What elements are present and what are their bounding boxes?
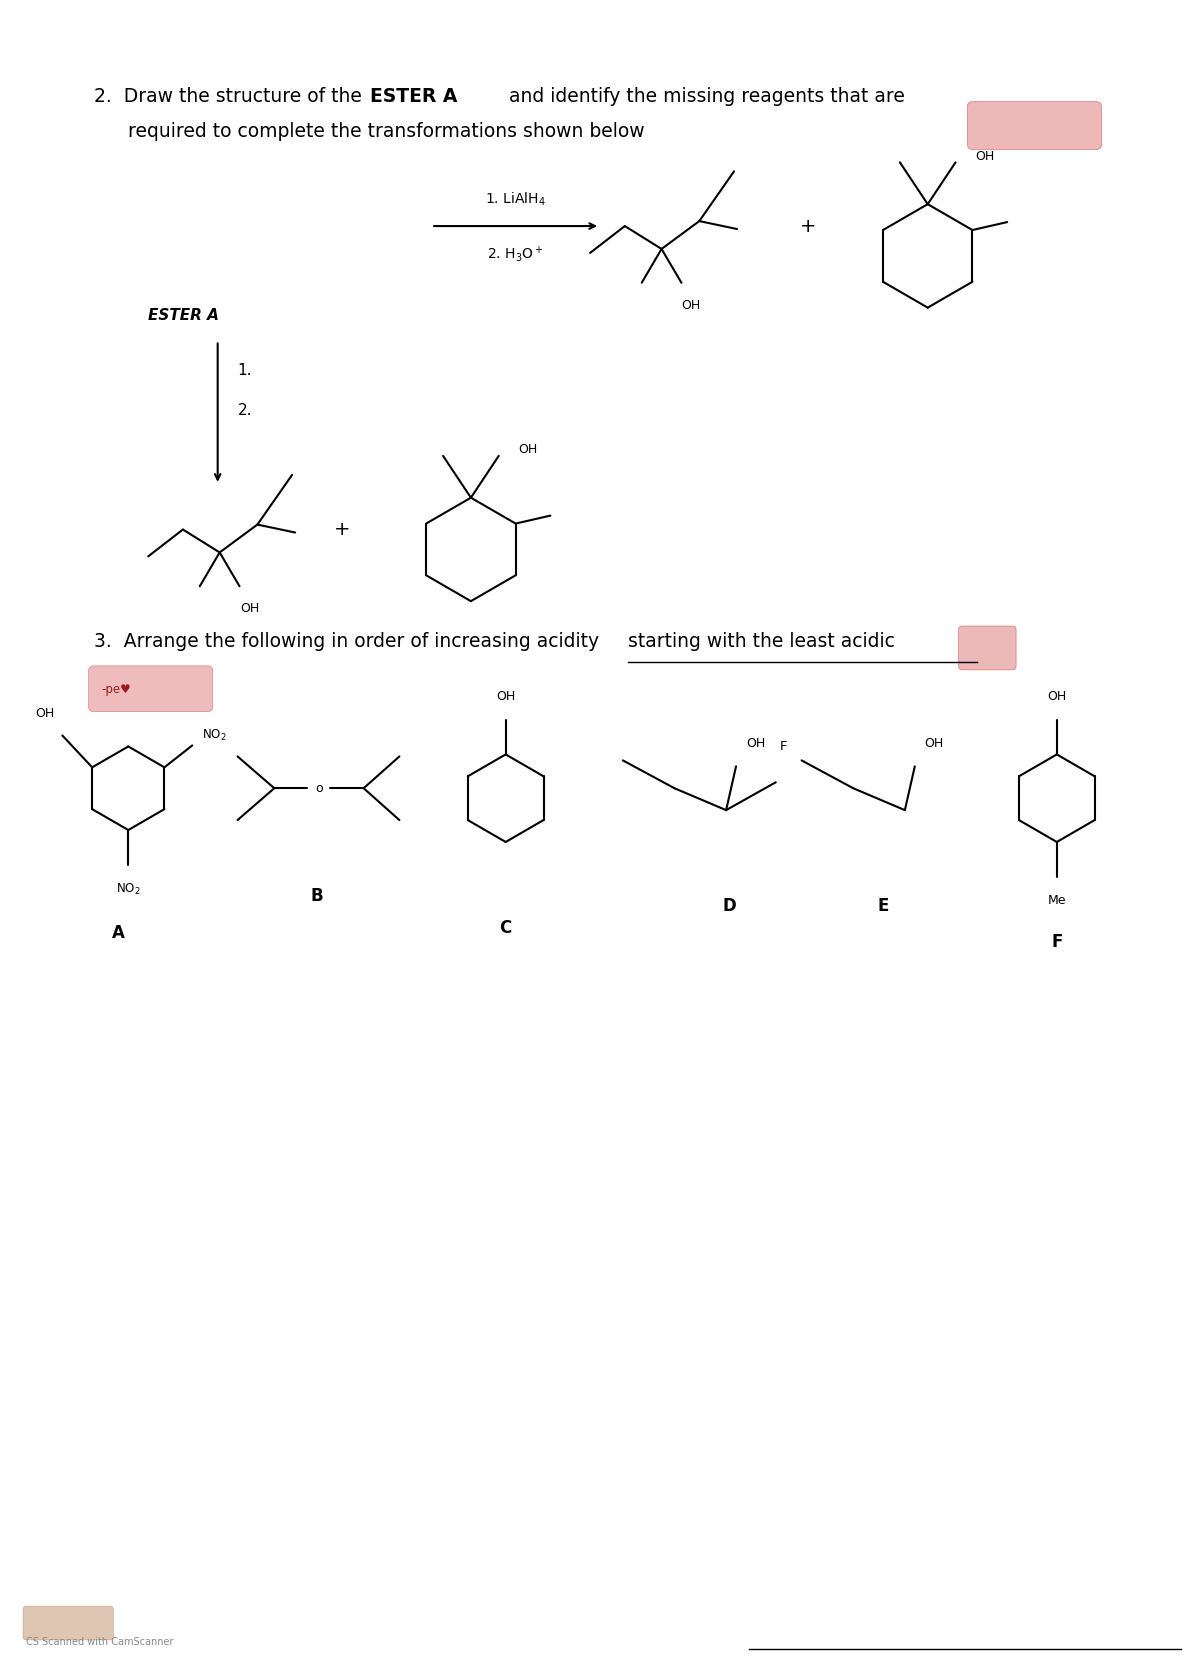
Text: 2.: 2. <box>238 403 252 418</box>
Text: C: C <box>499 918 511 937</box>
Text: F: F <box>780 739 787 753</box>
Text: Me: Me <box>1048 893 1066 907</box>
Text: OH: OH <box>746 738 766 751</box>
Text: CS Scanned with CamScanner: CS Scanned with CamScanner <box>26 1636 174 1646</box>
Text: A: A <box>112 923 125 942</box>
Text: OH: OH <box>682 299 701 311</box>
Text: NO$_2$: NO$_2$ <box>202 728 227 743</box>
Text: OH: OH <box>518 443 538 457</box>
FancyBboxPatch shape <box>89 666 212 711</box>
Text: and identify the missing reagents that are: and identify the missing reagents that a… <box>503 87 905 105</box>
Text: 2.  Draw the structure of the: 2. Draw the structure of the <box>94 87 367 105</box>
Text: E: E <box>877 897 889 915</box>
Text: 1.: 1. <box>238 363 252 378</box>
Text: OH: OH <box>1048 689 1067 703</box>
Text: OH: OH <box>925 738 944 751</box>
Text: NO$_2$: NO$_2$ <box>116 882 140 897</box>
Text: OH: OH <box>976 151 995 162</box>
Text: ESTER A: ESTER A <box>148 308 220 323</box>
Text: OH: OH <box>240 602 259 616</box>
Text: +: + <box>800 216 817 236</box>
Text: F: F <box>1051 934 1062 952</box>
Text: ESTER A: ESTER A <box>370 87 457 105</box>
FancyBboxPatch shape <box>959 626 1016 669</box>
Text: 2. H$_3$O$^+$: 2. H$_3$O$^+$ <box>487 244 544 264</box>
Text: +: + <box>334 520 350 539</box>
FancyBboxPatch shape <box>967 102 1102 149</box>
Text: B: B <box>311 887 323 905</box>
Text: 1. LiAlH$_4$: 1. LiAlH$_4$ <box>485 191 546 207</box>
FancyBboxPatch shape <box>23 1606 114 1640</box>
Text: required to complete the transformations shown below: required to complete the transformations… <box>128 122 644 141</box>
Text: -pe♥: -pe♥ <box>102 683 131 696</box>
Text: starting with the least acidic: starting with the least acidic <box>628 632 895 651</box>
Text: OH: OH <box>35 706 54 719</box>
Text: o: o <box>316 781 323 795</box>
Text: 3.  Arrange the following in order of increasing acidity: 3. Arrange the following in order of inc… <box>94 632 605 651</box>
Text: OH: OH <box>496 689 515 703</box>
Text: D: D <box>722 897 736 915</box>
